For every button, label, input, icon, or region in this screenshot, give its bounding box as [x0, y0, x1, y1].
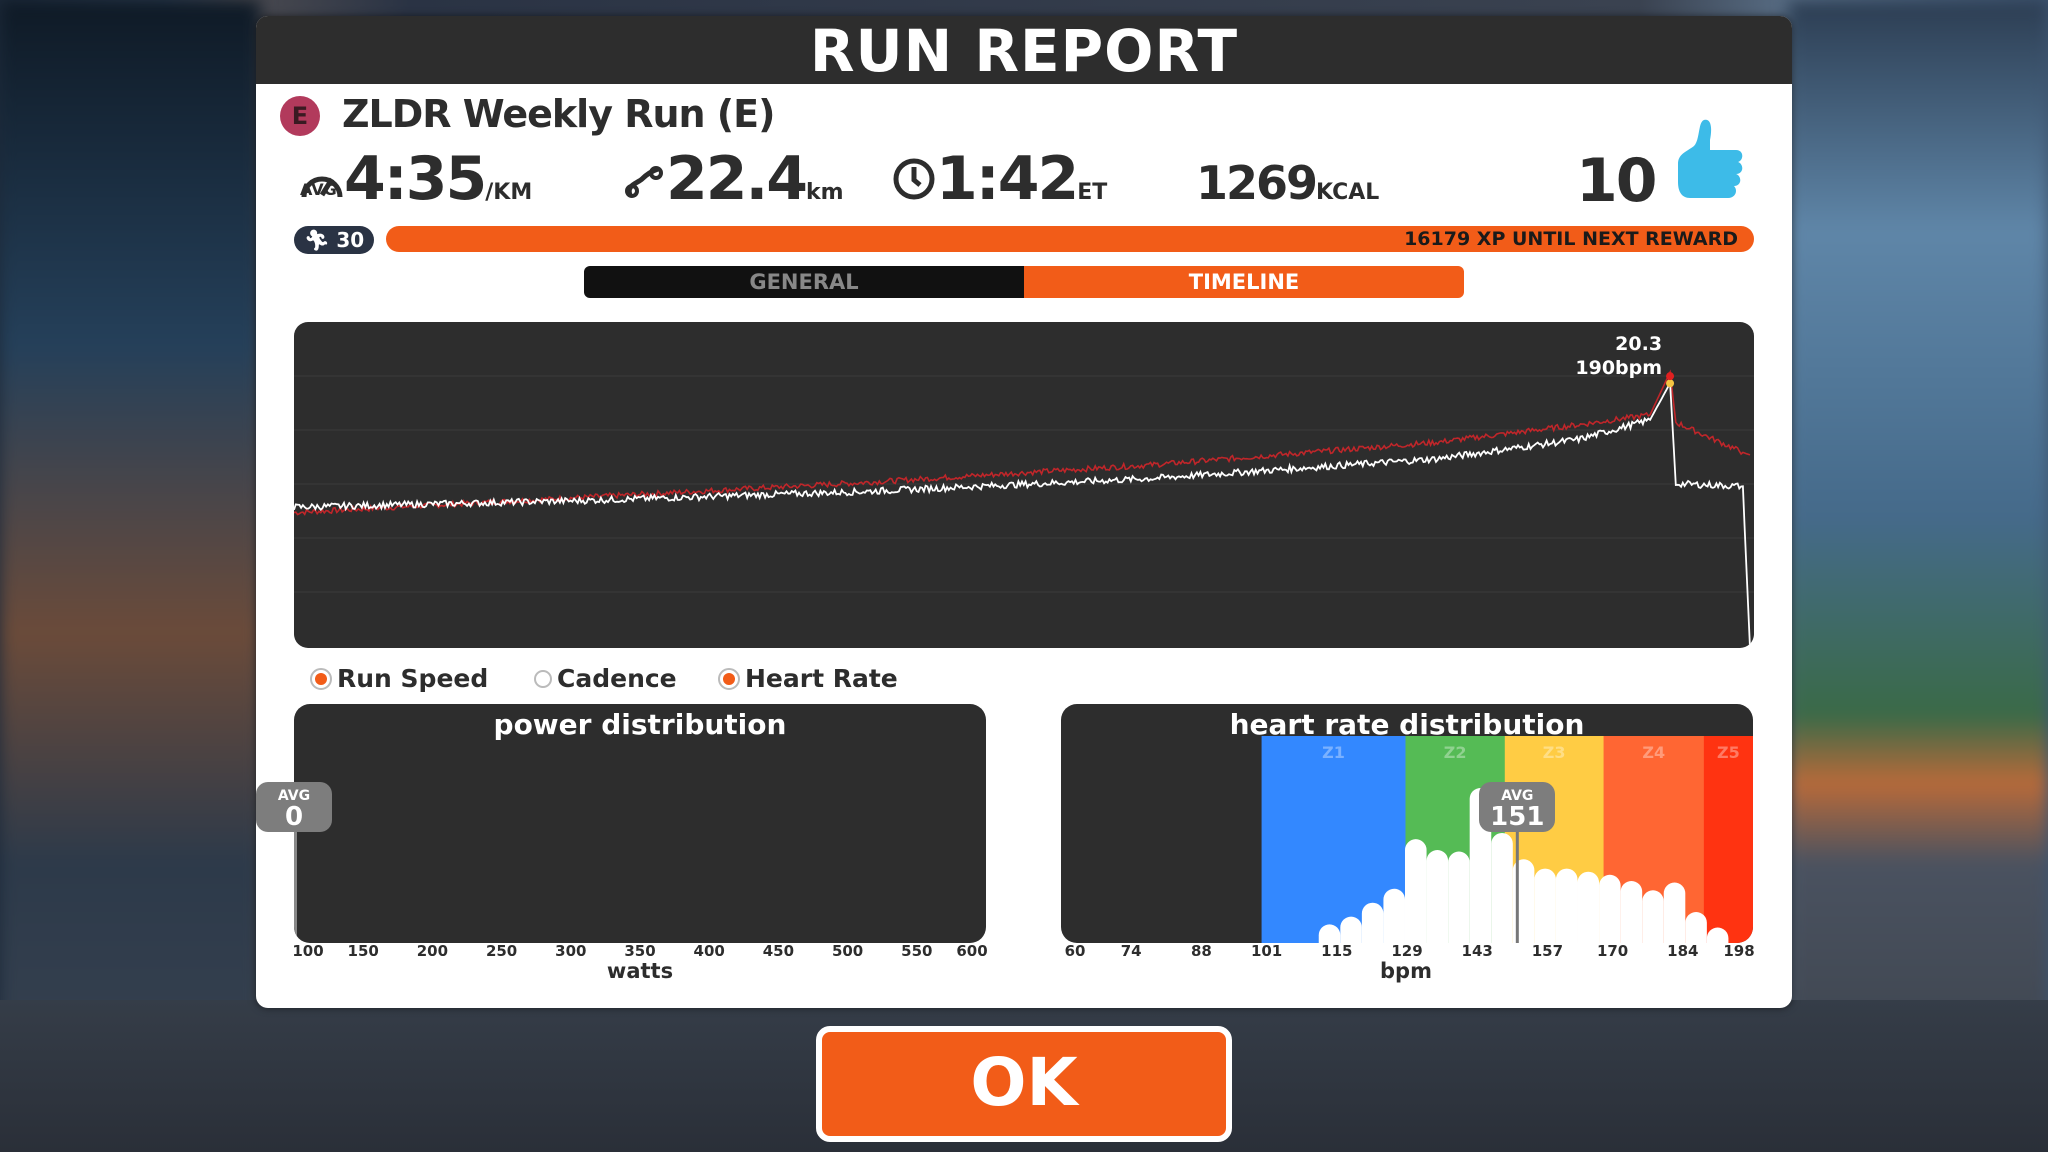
zone-label: Z1	[1322, 743, 1345, 762]
thumbs-up-icon[interactable]	[1676, 116, 1746, 206]
x-tick-label: 200	[416, 942, 449, 960]
zone-label: Z3	[1543, 743, 1566, 762]
run-speed-radio[interactable]	[310, 667, 332, 690]
zone-band-z5	[1703, 736, 1753, 943]
histogram-bar	[1685, 912, 1707, 943]
histogram-bar	[1426, 850, 1449, 943]
histogram-bar	[1318, 924, 1341, 943]
runner-icon: 🏃︎	[304, 228, 330, 252]
hr-avg-badge: AVG 151	[1479, 782, 1556, 832]
x-tick-label: 170	[1596, 942, 1629, 960]
legend-run-speed[interactable]: Run Speed	[310, 664, 488, 693]
histogram-bar	[1448, 851, 1470, 943]
x-tick-label: 143	[1461, 942, 1493, 960]
power-distribution-title: power distribution	[493, 708, 787, 741]
power-distribution-chart: power distribution	[294, 704, 986, 943]
power-axis-label: watts	[606, 959, 674, 983]
x-tick-label: 350	[624, 942, 656, 960]
zone-label: Z5	[1717, 743, 1740, 762]
stat-pace: AVG 4:35/KM	[300, 144, 533, 214]
stat-rideons: 10	[1576, 146, 1657, 216]
stat-calories: 1269KCAL	[1196, 156, 1380, 210]
legend-heart-rate[interactable]: Heart Rate	[718, 664, 898, 693]
x-tick-label: 550	[901, 942, 933, 960]
peak-speed-label: 20.3	[1615, 333, 1662, 355]
x-tick-label: 129	[1391, 942, 1423, 960]
clock-icon	[892, 144, 936, 214]
x-tick-label: 300	[555, 942, 587, 960]
x-tick-label: 184	[1667, 942, 1699, 960]
x-tick-label: 250	[485, 942, 518, 960]
histogram-bar	[1706, 927, 1729, 943]
stat-distance: 22.4km	[624, 144, 844, 214]
speedometer-icon: AVG	[300, 148, 344, 199]
x-tick-label: 198	[1723, 942, 1755, 960]
hr-distribution-title: heart rate distribution	[1229, 708, 1585, 741]
ok-button[interactable]: OK	[816, 1026, 1232, 1142]
x-tick-label: 450	[762, 942, 795, 960]
peak-hr-marker	[1666, 372, 1675, 381]
event-name: ZLDR Weekly Run (E)	[342, 92, 775, 136]
histogram-bar	[1620, 881, 1643, 943]
background-right	[1788, 0, 2048, 1152]
cadence-radio[interactable]	[534, 669, 552, 688]
x-tick-label: 157	[1531, 942, 1564, 960]
legend-cadence[interactable]: Cadence	[534, 664, 677, 693]
histogram-bar	[1534, 868, 1556, 943]
x-tick-label: 600	[956, 942, 988, 960]
x-tick-label: 60	[1064, 942, 1086, 960]
tab-general[interactable]: GENERAL	[584, 266, 1024, 298]
background-left	[0, 0, 260, 1152]
stat-time: 1:42ET	[892, 144, 1107, 214]
histogram-bar	[1340, 916, 1362, 943]
histogram-bar	[1404, 839, 1427, 943]
histogram-bar	[1383, 888, 1405, 943]
x-tick-label: 100	[292, 942, 324, 960]
x-tick-label: 500	[831, 942, 864, 960]
histogram-bar	[1491, 832, 1513, 943]
peak-hr-label: 190bpm	[1575, 357, 1662, 379]
heart-rate-radio[interactable]	[718, 667, 740, 690]
histogram-bar	[1555, 868, 1578, 943]
zone-label: Z2	[1444, 743, 1467, 762]
heart-rate-distribution-chart: heart rate distribution Z1 Z2 Z3 Z4 Z5	[1061, 704, 1753, 943]
tab-timeline[interactable]: TIMELINE	[1024, 266, 1464, 298]
route-icon	[624, 144, 666, 214]
report-tabs: GENERAL TIMELINE	[584, 266, 1464, 298]
x-tick-label: 150	[347, 942, 379, 960]
power-avg-badge: AVG 0	[256, 782, 332, 832]
peak-speed-marker	[1666, 379, 1675, 388]
histogram-bar	[1642, 890, 1664, 943]
zone-label: Z4	[1642, 743, 1665, 762]
x-tick-label: 74	[1120, 942, 1142, 960]
timeline-chart: 20.3 190bpm	[294, 322, 1754, 648]
report-title: RUN REPORT	[256, 16, 1792, 85]
event-category-badge: E	[280, 96, 320, 136]
x-tick-label: 88	[1190, 942, 1212, 960]
heart-rate-line	[294, 369, 1751, 516]
run-speed-line	[294, 380, 1751, 648]
x-tick-label: 400	[693, 942, 725, 960]
histogram-bar	[1577, 871, 1600, 943]
histogram-bar	[1663, 882, 1686, 943]
level-badge: 🏃︎ 30	[294, 226, 374, 254]
histogram-bar	[1361, 902, 1384, 943]
histogram-bar	[1599, 874, 1621, 943]
run-report-panel: RUN REPORT E ZLDR Weekly Run (E) AVG 4:3…	[256, 16, 1792, 1008]
xp-progress-bar: 16179 XP UNTIL NEXT REWARD	[386, 226, 1754, 252]
power-avg-line	[294, 784, 297, 943]
x-tick-label: 115	[1321, 942, 1353, 960]
hr-axis-label: bpm	[1380, 959, 1432, 983]
x-tick-label: 101	[1250, 942, 1283, 960]
